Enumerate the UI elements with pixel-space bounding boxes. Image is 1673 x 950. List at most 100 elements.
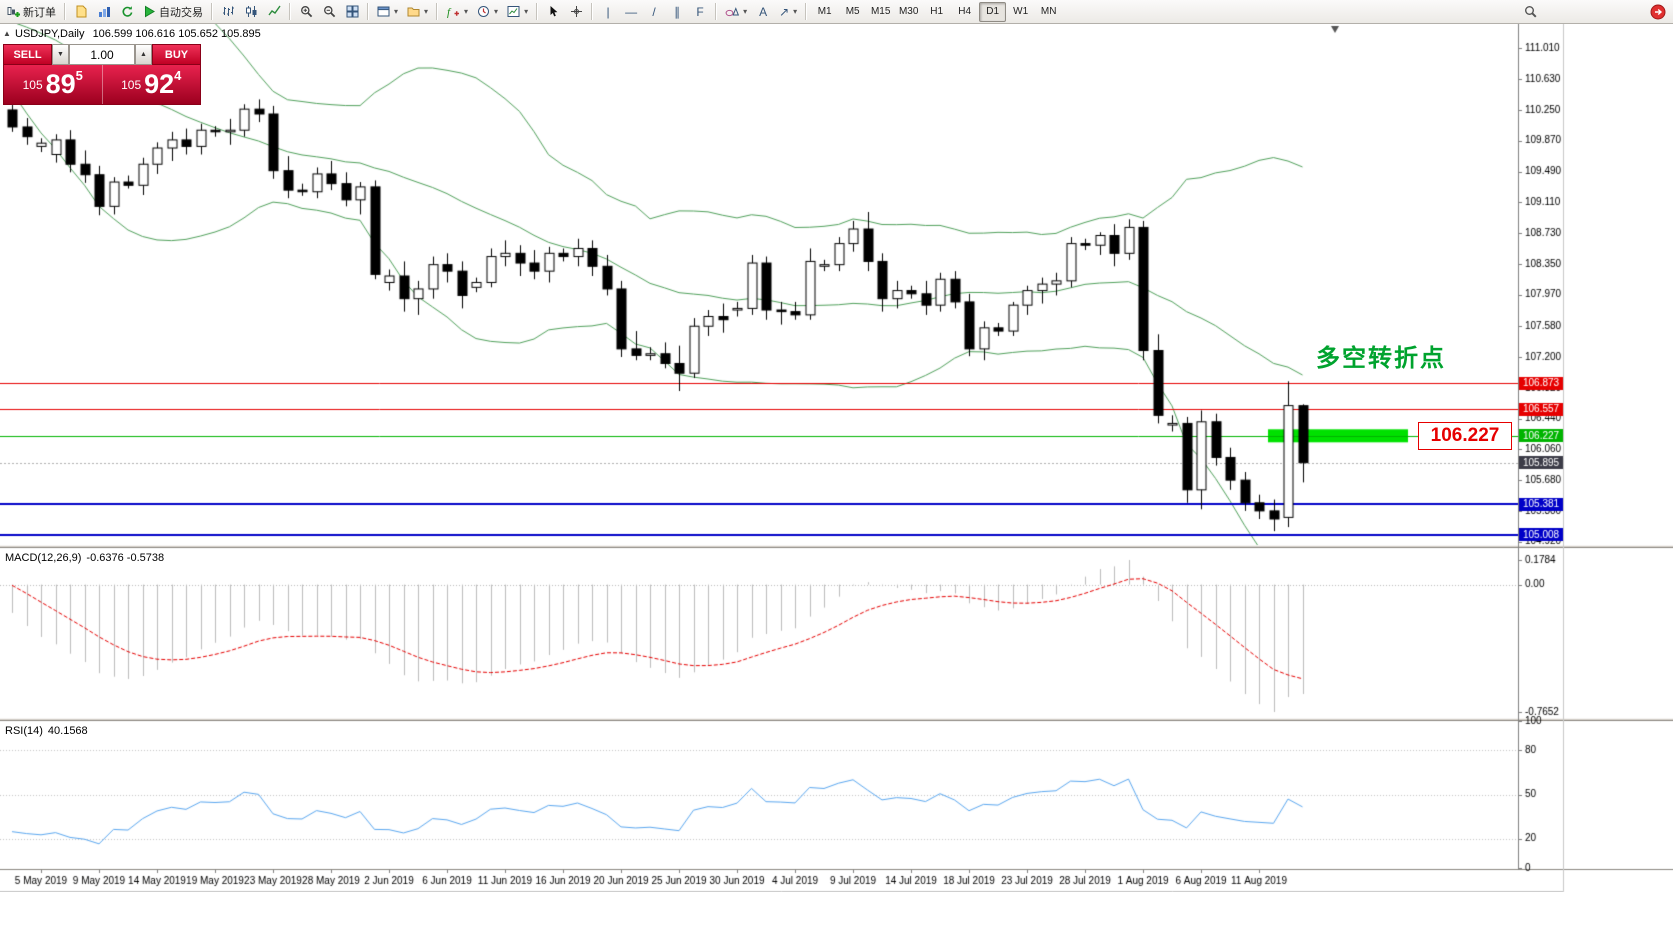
timeframe-d1[interactable]: D1 xyxy=(979,1,1007,22)
toolbar: 新订单 自动交易 ▾ ▾ f ▾ ▾ ▾ | — / ∥ F ▾ A ↗ ▾ M1 M5 M15 M30 H1 H4 D1 W1… xyxy=(0,0,1673,24)
sell-price-figure: 105 xyxy=(22,77,43,92)
toolbar-separator xyxy=(591,3,594,20)
buy-price-figure: 105 xyxy=(121,77,142,92)
vertical-line-button[interactable]: | xyxy=(597,2,619,22)
refresh-green-icon xyxy=(121,5,134,18)
autotrading-button[interactable]: 自动交易 xyxy=(139,2,207,22)
timeframe-m1[interactable]: M1 xyxy=(811,2,838,22)
text-icon: A xyxy=(759,4,768,19)
timeframe-h4[interactable]: H4 xyxy=(951,2,978,22)
fibonacci-button[interactable]: F xyxy=(689,2,711,22)
timeframe-h1[interactable]: H1 xyxy=(923,2,950,22)
timeframe-mn[interactable]: MN xyxy=(1035,2,1062,22)
volume-input[interactable] xyxy=(69,44,135,65)
chevron-down-icon: ▾ xyxy=(424,7,429,16)
chevron-down-icon: ▾ xyxy=(464,7,469,16)
zoom-in-icon xyxy=(300,5,313,18)
channel-button[interactable]: ∥ xyxy=(666,2,688,22)
new-order-icon xyxy=(7,5,20,18)
toolbar-separator xyxy=(211,3,213,20)
trendline-icon: / xyxy=(652,4,656,19)
buy-button[interactable]: BUY xyxy=(152,44,201,65)
toolbar-separator xyxy=(805,3,808,20)
linechart-icon xyxy=(267,5,281,18)
timeframe-m5[interactable]: M5 xyxy=(839,2,866,22)
macd-values: -0.6376 -0.5738 xyxy=(86,552,165,564)
red-dot-icon xyxy=(1650,4,1666,20)
rsi-values: 40.1568 xyxy=(47,725,88,737)
timeframe-m30[interactable]: M30 xyxy=(895,2,922,22)
chevron-down-icon: ▾ xyxy=(394,7,399,16)
periods-button[interactable]: ▾ xyxy=(473,2,502,22)
search-button[interactable] xyxy=(1520,2,1542,22)
arrow-button[interactable]: ↗ ▾ xyxy=(775,2,801,22)
candlestick-chart-button[interactable] xyxy=(240,2,262,22)
chart-ohlc: 106.599 106.616 105.652 105.895 xyxy=(92,28,261,40)
new-order-button-label: 新订单 xyxy=(23,6,56,19)
sell-button[interactable]: SELL xyxy=(3,44,52,65)
indicators-button[interactable]: f ▾ xyxy=(442,2,472,22)
chevron-down-icon: ▾ xyxy=(494,7,499,16)
profiles-button[interactable]: ▾ xyxy=(403,2,432,22)
chevron-down-icon: ▾ xyxy=(743,7,748,16)
timeframe-w1[interactable]: W1 xyxy=(1007,2,1034,22)
window-new-icon xyxy=(377,5,390,18)
community-button[interactable] xyxy=(1646,2,1670,22)
line-chart-button[interactable] xyxy=(263,2,285,22)
timeframe-mn-label: MN xyxy=(1040,6,1057,17)
sell-price[interactable]: 105 89 5 xyxy=(4,65,103,104)
horizontal-line-button[interactable]: — xyxy=(620,2,642,22)
timeframe-w1-label: W1 xyxy=(1013,6,1029,17)
main-chart-canvas[interactable] xyxy=(0,24,1673,892)
chart-blue-icon xyxy=(98,5,111,18)
clock-icon xyxy=(477,5,490,18)
new-order-button[interactable]: 新订单 xyxy=(3,2,60,22)
zoom-out-icon xyxy=(323,5,336,18)
zoom-out-button[interactable] xyxy=(318,2,340,22)
toolbar-separator xyxy=(64,3,66,20)
one-click-toggle-icon[interactable]: ▲ xyxy=(3,29,11,38)
play-green-icon xyxy=(143,5,156,18)
fibonacci-icon: F xyxy=(696,4,704,19)
window-profile-icon xyxy=(407,5,420,18)
annotation-turning-point[interactable]: 多空转折点 xyxy=(1316,345,1446,372)
text-button[interactable]: A xyxy=(752,2,774,22)
chart-area: ▲ USDJPY,Daily 106.599 106.616 105.652 1… xyxy=(0,24,1673,892)
shapes-button[interactable]: ▾ xyxy=(721,2,751,22)
cursor-button[interactable] xyxy=(542,2,564,22)
template-icon xyxy=(507,5,520,18)
rsi-indicator-label: RSI(14) 40.1568 xyxy=(5,725,88,737)
buy-price-pip: 4 xyxy=(174,68,182,83)
sell-price-pip: 5 xyxy=(75,68,83,83)
volume-up-button[interactable]: ▲ xyxy=(135,44,152,65)
buy-price[interactable]: 105 92 4 xyxy=(103,65,201,104)
timeframe-m1-label: M1 xyxy=(817,6,832,17)
bars-icon xyxy=(222,5,235,18)
autotrading-button-label: 自动交易 xyxy=(159,6,203,19)
timeframe-m5-label: M5 xyxy=(845,6,860,17)
annotation-price-callout[interactable]: 106.227 xyxy=(1418,422,1512,450)
search-icon xyxy=(1524,5,1538,19)
market-watch-button[interactable] xyxy=(93,2,115,22)
toolbar-separator xyxy=(367,3,369,20)
metaeditor-button[interactable] xyxy=(70,2,92,22)
new-chart-button[interactable]: ▾ xyxy=(373,2,402,22)
bar-chart-button[interactable] xyxy=(217,2,239,22)
indicator-icon: f xyxy=(446,5,460,18)
templates-button[interactable]: ▾ xyxy=(503,2,532,22)
trendline-button[interactable]: / xyxy=(643,2,665,22)
macd-indicator-label: MACD(12,26,9) -0.6376 -0.5738 xyxy=(5,552,164,564)
timeframe-m15[interactable]: M15 xyxy=(867,2,894,22)
vertical-line-icon: | xyxy=(606,4,610,19)
crosshair-button[interactable] xyxy=(565,2,587,22)
toolbar-separator xyxy=(289,3,291,20)
tile-windows-button[interactable] xyxy=(341,2,363,22)
crosshair-icon xyxy=(570,5,583,18)
toolbar-left: 新订单 自动交易 ▾ ▾ f ▾ ▾ ▾ | — / ∥ F ▾ A ↗ ▾ M1 M5 M15 M30 H1 H4 D1 W1… xyxy=(3,1,1062,22)
timeframe-h1-label: H1 xyxy=(930,6,944,17)
arrow-icon: ↗ xyxy=(779,4,790,19)
cursor-icon xyxy=(547,5,560,18)
volume-down-button[interactable]: ▼ xyxy=(52,44,69,65)
refresh-button[interactable] xyxy=(116,2,138,22)
zoom-in-button[interactable] xyxy=(295,2,317,22)
